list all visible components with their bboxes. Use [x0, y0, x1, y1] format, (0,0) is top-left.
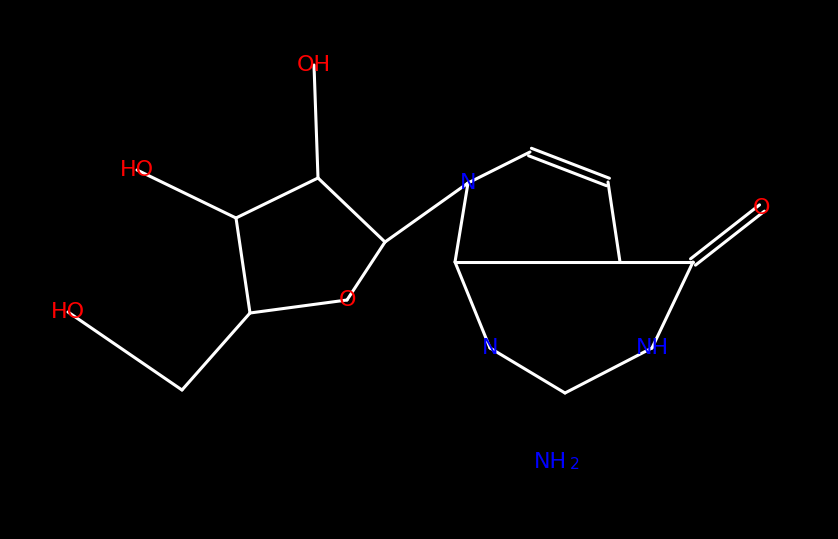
Text: $_2$: $_2$ [569, 452, 579, 472]
Text: O: O [753, 198, 771, 218]
Text: O: O [339, 290, 356, 310]
Text: NH: NH [635, 338, 669, 358]
Text: OH: OH [297, 55, 331, 75]
Text: N: N [482, 338, 499, 358]
Text: N: N [460, 173, 476, 193]
Text: HO: HO [120, 160, 154, 180]
Text: NH: NH [534, 452, 567, 472]
Text: HO: HO [51, 302, 85, 322]
